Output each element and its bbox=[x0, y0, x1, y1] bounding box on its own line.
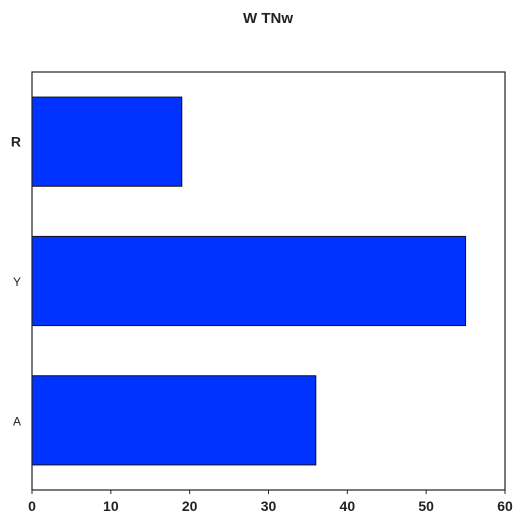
bar-y bbox=[31, 235, 467, 327]
x-tick-label: 40 bbox=[340, 498, 356, 514]
x-tick-label: 60 bbox=[497, 498, 513, 514]
y-tick-label-r: R bbox=[11, 134, 21, 150]
bars-group bbox=[31, 96, 467, 466]
x-axis-ticks: 0 10 20 30 40 50 60 bbox=[28, 490, 513, 514]
y-tick-label-y: Y bbox=[13, 275, 21, 289]
y-axis-ticks: A Y R bbox=[11, 134, 21, 429]
x-tick-label: 20 bbox=[182, 498, 198, 514]
chart-title: W TNw bbox=[243, 10, 293, 27]
x-tick-label: 10 bbox=[103, 498, 119, 514]
x-tick-label: 30 bbox=[261, 498, 277, 514]
bar-r bbox=[31, 96, 183, 187]
x-tick-label: 50 bbox=[418, 498, 434, 514]
x-tick-label: 0 bbox=[28, 498, 36, 514]
y-tick-label-a: A bbox=[13, 414, 21, 428]
bar-a bbox=[31, 375, 317, 466]
